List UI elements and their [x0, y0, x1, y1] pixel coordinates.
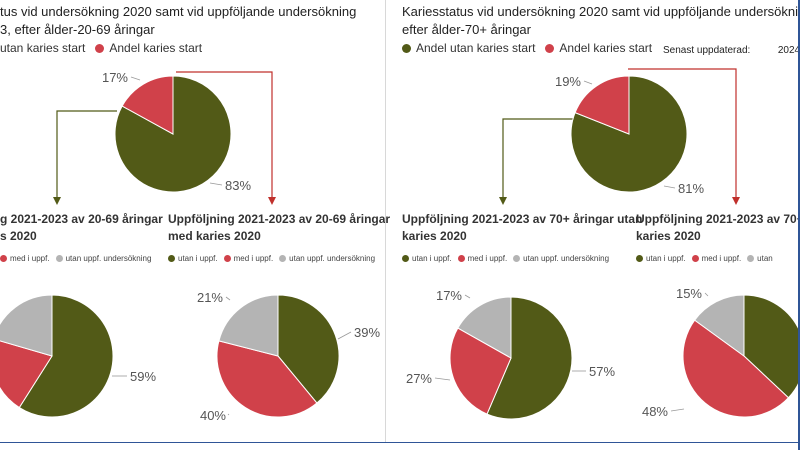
legend-item-utan: utan karies start: [0, 41, 86, 55]
olive-dot-icon: [168, 255, 175, 262]
pie-4-slice-2: [457, 296, 512, 359]
olive-dot-icon: [402, 43, 411, 53]
right-sub2-legend: utan i uppf. med i uppf. utan: [636, 254, 779, 263]
left-panel-title: tus vid undersökning 2020 samt vid uppfö…: [0, 3, 356, 39]
red-dot-icon: [223, 255, 231, 262]
left-sub1-legend: med i uppf. utan uppf. undersökning: [0, 254, 157, 263]
last-updated: Senast uppdaterad: 2024-08-2: [663, 45, 800, 56]
pie-5-leader-1: [704, 292, 709, 297]
pie-3-label-1: 19%: [555, 74, 581, 89]
pie-0-leader-0: [209, 182, 223, 186]
red-dot-icon: [95, 43, 105, 53]
pie-2-slice-2: [218, 294, 279, 357]
bottom-frame-border: [0, 442, 800, 443]
pie-2-label-0: 39%: [354, 325, 380, 340]
pie-4-leader-2: [464, 294, 471, 299]
legend-item-karies: Andel karies start: [95, 41, 202, 55]
pie-2-slice-0: [277, 294, 340, 404]
olive-dot-icon: [402, 255, 409, 262]
red-dot-icon: [545, 43, 555, 53]
pie-2-label-2: 21%: [197, 290, 223, 305]
red-dot-icon: [691, 255, 699, 262]
right-title-line2: efter ålder-70+ åringar: [402, 22, 531, 37]
pie-3-leader-0: [663, 185, 676, 189]
left-sub2-title: Uppföljning 2021-2023 av 20-69 åringar m…: [168, 212, 391, 243]
panel-divider: [385, 0, 386, 442]
red-dot-icon: [0, 255, 7, 262]
right-title-line1: Kariesstatus vid undersökning 2020 samt …: [402, 4, 800, 19]
right-main-legend: Andel utan karies start Andel karies sta…: [402, 41, 662, 55]
arrow-right-to-sub2: [628, 68, 740, 205]
pie-5-leader-0: [670, 408, 685, 412]
pie-0-slice-1: [121, 75, 174, 135]
pie-1-slice-1: [0, 340, 53, 409]
pie-0-label-1: 17%: [102, 70, 128, 85]
pie-1-slice-0: [18, 294, 114, 418]
pie-2-leader-1: [227, 413, 230, 416]
pie-3-slice-1: [574, 75, 630, 135]
right-sub1-legend: utan i uppf. med i uppf. utan uppf. unde…: [402, 254, 615, 263]
pie-2-leader-2: [225, 296, 231, 301]
pie-2-label-1: 40%: [200, 408, 226, 423]
red-dot-icon: [457, 255, 465, 262]
left-title-line2: 3, efter ålder-20-69 åringar: [0, 22, 155, 37]
grey-dot-icon: [513, 255, 521, 262]
grey-dot-icon: [747, 255, 755, 262]
right-panel-title: Kariesstatus vid undersökning 2020 samt …: [402, 3, 800, 39]
pie-0-label-0: 83%: [225, 178, 251, 193]
left-title-line1: tus vid undersökning 2020 samt vid uppfö…: [0, 4, 357, 19]
left-sub1-title: g 2021-2023 av 20-69 åringar s 2020: [0, 212, 163, 243]
olive-dot-icon: [636, 255, 643, 262]
pie-4-label-0: 57%: [589, 364, 615, 379]
pie-1-slice-2: [0, 294, 53, 357]
grey-dot-icon: [279, 255, 287, 262]
pie-3-label-0: 81%: [678, 181, 704, 196]
left-sub2-legend: utan i uppf. med i uppf. utan uppf. unde…: [168, 254, 381, 263]
pie-5-label-1: 15%: [676, 286, 702, 301]
pie-4-leader-1: [434, 377, 451, 381]
pie-5-slice-1: [682, 319, 790, 418]
arrow-left-to-sub2: [176, 71, 276, 205]
grey-dot-icon: [55, 255, 63, 262]
pie-4-slice-0: [486, 296, 573, 420]
pie-4-label-2: 17%: [436, 288, 462, 303]
pie-4-label-1: 27%: [406, 371, 432, 386]
right-frame-border: [798, 0, 800, 450]
pie-2-slice-1: [216, 340, 318, 418]
pie-3-leader-1: [583, 80, 593, 85]
pie-5-label-0: 48%: [642, 404, 668, 419]
arrow-left-to-sub1: [53, 110, 117, 205]
pie-2-leader-0: [337, 331, 352, 340]
last-updated-value: 2024-08-2: [777, 45, 800, 56]
right-sub2-title: Uppföljning 2021-2023 av 70+ å karies 20…: [636, 212, 800, 243]
left-main-legend: utan karies start Andel karies start: [0, 41, 212, 55]
right-sub1-title: Uppföljning 2021-2023 av 70+ åringar uta…: [402, 212, 643, 243]
pie-1-label-0: 59%: [130, 369, 156, 384]
arrow-right-to-sub1: [499, 118, 575, 205]
pie-0-leader-1: [130, 76, 141, 81]
pie-5-slice-2: [693, 294, 745, 357]
